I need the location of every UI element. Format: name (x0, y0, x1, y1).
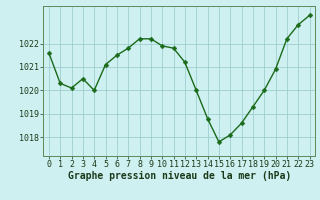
X-axis label: Graphe pression niveau de la mer (hPa): Graphe pression niveau de la mer (hPa) (68, 171, 291, 181)
